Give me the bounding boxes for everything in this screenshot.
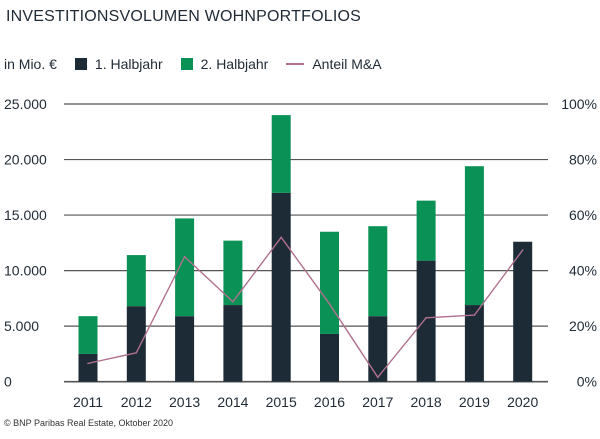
point-anteil-ma-2020 — [521, 249, 524, 251]
y-tick-label: 5.000 — [4, 318, 39, 334]
x-tick-label: 2012 — [121, 394, 152, 410]
chart-title: INVESTITIONSVOLUMEN WOHNPORTFOLIOS — [6, 8, 361, 25]
legend-label-h1: 1. Halbjahr — [94, 56, 163, 72]
bar-h1-2015 — [271, 192, 291, 382]
bar-h1-2014 — [223, 305, 243, 382]
y-tick-label: 0 — [4, 374, 12, 390]
source-note: © BNP Paribas Real Estate, Oktober 2020 — [4, 418, 174, 428]
y-tick-label: 10.000 — [4, 263, 47, 279]
y2-tick-label: 60% — [569, 207, 597, 223]
legend-swatch-h1 — [74, 58, 87, 70]
x-tick-label: 2011 — [73, 394, 103, 410]
bar-h2-2015 — [271, 115, 291, 193]
point-anteil-ma-2013 — [183, 255, 186, 258]
bar-h1-2019 — [464, 305, 484, 382]
bar-h1-2011 — [78, 353, 98, 382]
x-tick-label: 2020 — [507, 394, 538, 410]
legend-item-h2: 2. Halbjahr — [180, 56, 269, 72]
bar-h1-2020 — [513, 241, 533, 382]
legend-item-ma: Anteil M&A — [286, 56, 382, 72]
bar-h2-2019 — [464, 166, 484, 306]
bar-h1-2016 — [320, 333, 339, 382]
bar-h2-2014 — [223, 240, 243, 306]
x-tick-label: 2013 — [169, 394, 200, 410]
x-tick-label: 2019 — [459, 394, 490, 410]
point-anteil-ma-2019 — [473, 314, 476, 316]
point-anteil-ma-2011 — [87, 362, 89, 365]
point-anteil-ma-2015 — [280, 236, 283, 239]
y-axis-unit: in Mio. € — [4, 56, 57, 72]
bar-h1-2013 — [175, 316, 195, 382]
legend-label-h2: 2. Halbjahr — [200, 56, 269, 72]
bar-h1-2012 — [126, 306, 146, 382]
bar-h2-2012 — [126, 255, 146, 307]
y-tick-label: 15.000 — [4, 207, 47, 223]
point-anteil-ma-2017 — [377, 376, 379, 379]
legend-swatch-h2 — [180, 58, 193, 70]
y2-tick-label: 80% — [569, 152, 597, 168]
x-tick-label: 2014 — [217, 394, 248, 410]
bar-h2-2011 — [78, 316, 98, 354]
legend-label-ma: Anteil M&A — [312, 56, 382, 72]
point-anteil-ma-2014 — [232, 300, 234, 303]
bar-h2-2016 — [320, 231, 339, 334]
y2-tick-label: 20% — [569, 318, 597, 334]
x-tick-label: 2017 — [362, 394, 393, 410]
bar-h1-2017 — [368, 316, 388, 382]
y-tick-label: 20.000 — [4, 152, 47, 168]
y2-tick-label: 40% — [569, 263, 597, 279]
y2-tick-label: 100% — [561, 96, 597, 112]
point-anteil-ma-2016 — [328, 303, 331, 305]
legend: in Mio. € 1. Halbjahr 2. Halbjahr Anteil… — [4, 56, 400, 72]
legend-swatch-ma — [286, 63, 305, 65]
line-anteil-ma — [87, 236, 524, 379]
bar-h2-2013 — [175, 218, 195, 317]
bar-h2-2018 — [416, 200, 436, 261]
y-tick-label: 25.000 — [4, 96, 47, 112]
x-tick-label: 2016 — [314, 394, 345, 410]
y2-tick-label: 0% — [577, 374, 597, 390]
bar-h2-2017 — [368, 226, 388, 317]
point-anteil-ma-2012 — [135, 352, 138, 354]
bar-h1-2018 — [416, 260, 436, 382]
legend-item-h1: 1. Halbjahr — [74, 56, 163, 72]
point-anteil-ma-2018 — [425, 317, 427, 319]
x-tick-label: 2015 — [266, 394, 297, 410]
x-tick-label: 2018 — [411, 394, 442, 410]
